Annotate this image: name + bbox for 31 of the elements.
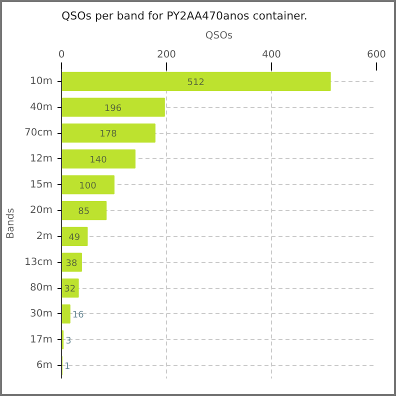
y-tick-label: 30m	[30, 308, 53, 320]
data-label: 49	[68, 232, 80, 243]
y-tick-label: 15m	[30, 179, 53, 190]
data-label: 38	[66, 258, 78, 269]
x-axis-title: QSOs	[205, 30, 233, 42]
x-tick-label: 0	[58, 50, 65, 60]
data-label: 178	[100, 130, 118, 140]
y-tick-label: 80m	[30, 282, 53, 294]
y-tick-label: 70cm	[24, 128, 53, 139]
y-tick-label: 2m	[36, 230, 53, 242]
y-tick-label: 20m	[30, 205, 53, 216]
y-tick-label: 6m	[36, 360, 53, 372]
x-tick-label: 400	[262, 50, 282, 60]
chart-title: QSOs per band for PY2AA470anos container.	[62, 10, 308, 22]
data-label: 512	[187, 78, 204, 88]
x-tick-label: 600	[366, 50, 386, 60]
data-label: 100	[79, 181, 97, 192]
data-label: 16	[72, 310, 84, 320]
data-label: 85	[78, 207, 90, 218]
data-label: 196	[104, 104, 122, 114]
data-label: 32	[64, 284, 76, 295]
y-tick-label: 12m	[30, 153, 53, 164]
y-tick-label: 13cm	[24, 256, 53, 268]
y-tick-label: 40m	[30, 102, 53, 113]
y-tick-label: 10m	[30, 76, 53, 87]
data-label: 3	[66, 336, 72, 346]
data-label: 1	[64, 362, 70, 372]
y-tick-label: 17m	[30, 334, 53, 346]
y-axis-title: Bands	[6, 208, 17, 239]
data-label: 140	[90, 155, 108, 166]
x-tick-label: 200	[156, 50, 176, 60]
